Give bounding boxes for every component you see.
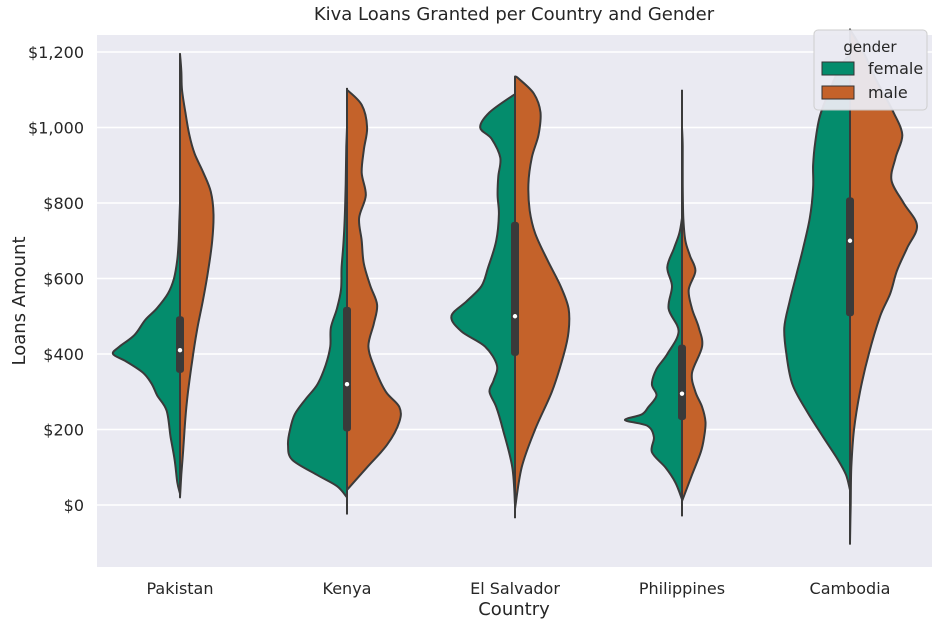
violin-female-el-salvador	[450, 92, 517, 506]
y-tick-label: $0	[64, 496, 84, 515]
y-tick-label: $800	[43, 194, 84, 213]
y-tick-label: $1,000	[28, 119, 84, 138]
legend-label-female: female	[868, 59, 923, 78]
violins	[111, 28, 919, 544]
violin-female-cambodia	[783, 52, 851, 491]
y-tick-label: $600	[43, 270, 84, 289]
violin-male-pakistan	[179, 52, 215, 499]
x-tick-label: Cambodia	[810, 579, 891, 598]
box-iqr	[846, 197, 854, 317]
box-median	[512, 314, 518, 319]
legend-swatch-female	[821, 61, 855, 76]
box-median	[344, 382, 350, 387]
y-tick-label: $1,200	[28, 43, 84, 62]
legend-label-male: male	[868, 83, 908, 102]
box-median	[177, 348, 183, 353]
x-tick-labels: Pakistan Kenya El Salvador Philippines Cambo…	[147, 579, 891, 598]
box-iqr	[176, 316, 184, 373]
legend-swatch-male	[821, 85, 855, 100]
violin-male-kenya	[346, 88, 402, 491]
y-tick-label: $200	[43, 421, 84, 440]
box-iqr	[511, 221, 519, 356]
x-tick-label: El Salvador	[470, 579, 560, 598]
violin-male-el-salvador	[514, 75, 571, 510]
box-median	[847, 238, 853, 243]
violin-female-pakistan	[111, 202, 181, 495]
legend: gender female male	[813, 29, 928, 111]
y-tick-labels: $0 $200 $400 $600 $800 $1,000 $1,200	[28, 43, 84, 515]
x-tick-label: Kenya	[323, 579, 372, 598]
box-iqr	[678, 344, 686, 421]
violin-female-kenya	[286, 126, 348, 499]
violin-female-philippines	[623, 217, 683, 501]
violin-male-philippines	[681, 126, 707, 503]
x-tick-label: Philippines	[639, 579, 725, 598]
legend-title: gender	[843, 38, 897, 56]
y-axis-label: Loans Amount	[9, 237, 30, 366]
x-axis-label: Country	[478, 599, 550, 620]
chart-title: Kiva Loans Granted per Country and Gende…	[314, 4, 715, 25]
box-overlays	[176, 53, 854, 545]
box-median	[679, 391, 685, 396]
box-iqr	[343, 306, 351, 432]
x-tick-label: Pakistan	[147, 579, 214, 598]
y-tick-label: $400	[43, 345, 84, 364]
